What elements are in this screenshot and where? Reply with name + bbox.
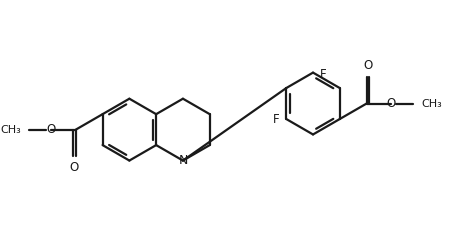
- Text: O: O: [387, 97, 396, 110]
- Text: F: F: [320, 68, 327, 81]
- Text: O: O: [363, 60, 373, 72]
- Text: O: O: [70, 161, 79, 174]
- Text: CH₃: CH₃: [422, 99, 442, 109]
- Text: N: N: [178, 154, 188, 167]
- Text: O: O: [46, 123, 56, 136]
- Text: F: F: [273, 113, 279, 125]
- Text: CH₃: CH₃: [0, 125, 21, 135]
